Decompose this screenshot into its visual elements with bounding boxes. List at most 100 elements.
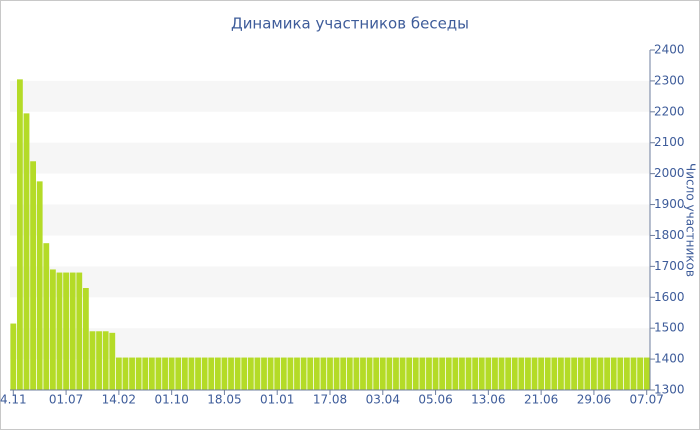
x-tick-label: 03.04 bbox=[366, 393, 400, 407]
bar bbox=[261, 357, 267, 390]
y-tick-label: 1600 bbox=[654, 290, 685, 304]
x-tick-label: 21.06 bbox=[524, 393, 558, 407]
bar bbox=[102, 331, 109, 390]
bar bbox=[544, 357, 551, 390]
bar bbox=[353, 357, 360, 390]
bar bbox=[478, 357, 485, 390]
bar bbox=[624, 357, 630, 390]
bar bbox=[195, 357, 201, 390]
bar bbox=[379, 357, 386, 390]
bar bbox=[432, 357, 439, 390]
bar bbox=[109, 332, 116, 390]
x-tick-label: 01.10 bbox=[154, 393, 188, 407]
bar bbox=[274, 357, 281, 390]
bar bbox=[610, 357, 617, 390]
x-tick-label: 4.11 bbox=[0, 393, 27, 407]
bar bbox=[333, 357, 340, 390]
bar bbox=[558, 357, 564, 390]
bar bbox=[247, 357, 254, 390]
bar bbox=[518, 357, 525, 390]
bar bbox=[597, 357, 604, 390]
bar bbox=[43, 243, 50, 390]
y-tick-label: 2000 bbox=[654, 166, 685, 180]
bar bbox=[129, 357, 135, 390]
bar bbox=[221, 357, 228, 390]
bar bbox=[201, 357, 208, 390]
bar bbox=[564, 357, 571, 390]
bar bbox=[445, 357, 452, 390]
bar bbox=[366, 357, 373, 390]
chart-title: Динамика участников беседы bbox=[231, 15, 469, 33]
bar bbox=[360, 357, 366, 390]
bar bbox=[241, 357, 248, 390]
bar bbox=[393, 357, 399, 390]
bar bbox=[459, 357, 465, 390]
bar bbox=[604, 357, 611, 390]
bar bbox=[82, 288, 89, 390]
grid-band bbox=[10, 266, 650, 298]
bar bbox=[439, 357, 446, 390]
bar bbox=[472, 357, 479, 390]
bar bbox=[30, 161, 36, 390]
x-tick-label: 01.01 bbox=[260, 393, 294, 407]
x-tick-label: 14.02 bbox=[102, 393, 136, 407]
y-tick-label: 1700 bbox=[654, 259, 685, 273]
bar bbox=[155, 357, 162, 390]
y-tick-label: 2200 bbox=[654, 104, 685, 118]
bar bbox=[188, 357, 195, 390]
bar bbox=[591, 357, 597, 390]
bar bbox=[531, 357, 538, 390]
bar bbox=[551, 357, 558, 390]
bar bbox=[162, 357, 168, 390]
bar bbox=[175, 357, 182, 390]
x-tick-label: 18.05 bbox=[207, 393, 241, 407]
x-tick-label: 05.06 bbox=[418, 393, 452, 407]
bar bbox=[346, 357, 353, 390]
bar bbox=[76, 272, 83, 390]
bar bbox=[36, 181, 43, 390]
bar bbox=[426, 357, 432, 390]
bar bbox=[115, 357, 122, 390]
x-tick-label: 17.08 bbox=[313, 393, 347, 407]
bar bbox=[406, 357, 413, 390]
bar bbox=[142, 357, 149, 390]
y-tick-label: 1900 bbox=[654, 197, 685, 211]
bar bbox=[69, 272, 76, 390]
x-tick-label: 07.07 bbox=[630, 393, 664, 407]
x-tick-label: 13.06 bbox=[471, 393, 505, 407]
bar bbox=[10, 323, 17, 390]
bar bbox=[373, 357, 380, 390]
bar bbox=[300, 357, 307, 390]
y-tick-label: 2100 bbox=[654, 135, 685, 149]
bar bbox=[617, 357, 624, 390]
bar bbox=[49, 269, 56, 390]
bar bbox=[254, 357, 261, 390]
bar bbox=[228, 357, 234, 390]
bar bbox=[637, 357, 644, 390]
bar bbox=[122, 357, 129, 390]
bar bbox=[412, 357, 419, 390]
bar bbox=[538, 357, 545, 390]
grid-band bbox=[10, 80, 650, 112]
bar bbox=[287, 357, 294, 390]
bar bbox=[96, 331, 102, 390]
y-axis-label: Число участников bbox=[684, 163, 698, 277]
bar bbox=[148, 357, 155, 390]
bar bbox=[135, 357, 142, 390]
bar bbox=[89, 331, 96, 390]
bar bbox=[525, 357, 531, 390]
bar bbox=[208, 357, 215, 390]
y-tick-label: 1300 bbox=[654, 383, 685, 397]
bar bbox=[419, 357, 426, 390]
grid-band bbox=[10, 204, 650, 236]
bar bbox=[485, 357, 492, 390]
bar bbox=[63, 272, 69, 390]
bar bbox=[16, 79, 23, 390]
bar bbox=[511, 357, 518, 390]
bar bbox=[56, 272, 63, 390]
bar bbox=[267, 357, 274, 390]
bar bbox=[492, 357, 498, 390]
bar bbox=[498, 357, 505, 390]
x-tick-label: 29.06 bbox=[577, 393, 611, 407]
